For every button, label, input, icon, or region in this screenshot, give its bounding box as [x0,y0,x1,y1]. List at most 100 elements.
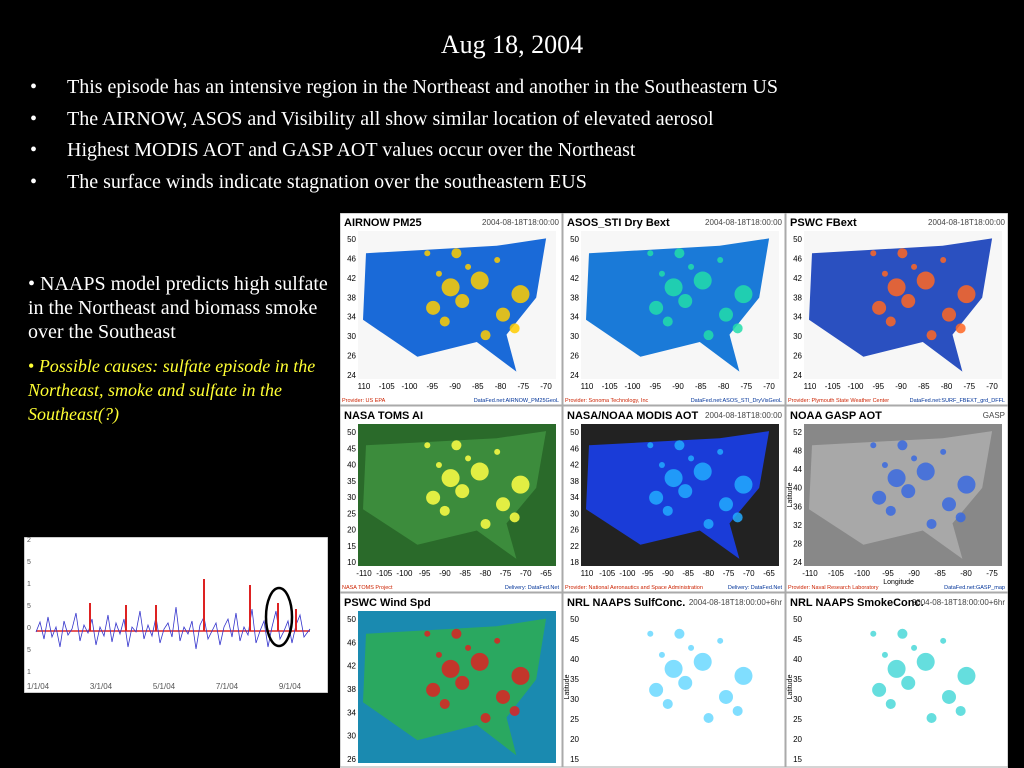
map-feature [455,675,470,690]
map-feature [441,278,460,297]
map-feature [658,651,665,658]
x-tick-label: -95 [426,382,438,391]
map-panel: NASA/NOAA MODIS AOT 2004-08-18T18:00:00 50… [562,405,786,593]
map-feature [885,316,896,327]
y-tick-label: 42 [570,461,579,470]
x-tick-label: -75 [723,569,735,578]
map-feature [649,682,664,697]
map-feature [901,294,916,309]
map-feature [719,497,734,512]
map-feature [674,248,685,259]
y-tick-label: 46 [793,254,802,263]
x-tick-label: -70 [743,569,755,578]
x-tick-label: -95 [642,569,654,578]
map-feature [664,469,683,488]
map-feature [678,294,693,309]
x-tick-label: -95 [649,382,661,391]
y-tick-label: 30 [793,332,802,341]
map-feature [465,263,472,270]
land-shape [809,618,993,756]
y-tick-label: 40 [793,655,802,664]
map-feature [426,300,441,315]
timestamp: 2004-08-18T18:00:00+6hr [689,598,783,607]
map-feature [957,285,976,304]
y-tick-label: 38 [570,293,579,302]
footer-note: DataFed.net:ASOS_STI_DryVisGeoL [691,398,782,404]
map-panel: NRL NAAPS SmokeConc.2004-08-18T18:00:00+… [785,592,1008,768]
title-box [565,408,685,422]
y-tick-label: 34 [347,708,356,717]
bullet-list: This episode has an intensive region in … [30,72,778,198]
spikes [89,579,297,631]
map-feature [441,659,460,678]
y-tick-label: 46 [570,444,579,453]
map-feature [870,630,877,637]
y-tick-label: 30 [347,493,356,502]
map-panel: PSWC FBext 2004-08-18T18:00:00 50 46 42 38 34 3… [785,213,1008,406]
map-feature [955,323,966,334]
footer-note: Provider: National Aeronautics and Space… [565,585,703,591]
map-feature [693,271,712,290]
map-feature [719,307,734,322]
x-tick-label: -100 [854,569,871,578]
map-feature [509,512,520,523]
x-tick-label: -105 [828,569,845,578]
y-tick-label: 35 [570,675,579,684]
x-tick-label: -105 [599,569,616,578]
title-box [788,408,908,422]
map-feature [872,300,887,315]
land-shape [809,238,993,372]
map-feature [455,294,470,309]
y-tick-label: 20 [570,735,579,744]
map-feature [674,628,685,639]
map-feature [732,705,743,716]
land-shape [586,431,770,559]
land-shape [363,431,547,559]
title-box [342,408,462,422]
map-feature [647,442,654,449]
x-tick-label: -80 [960,569,972,578]
map-feature [732,512,743,523]
title-box [342,595,462,609]
map-feature [649,300,664,315]
footer-note: DataFed.net:AIRNOW_PM25GeoL [474,398,559,404]
y-tick-label: 24 [793,371,802,380]
x-tick-label: -85 [459,569,471,578]
y-tick-label: 40 [347,461,356,470]
y-axis-label: Latitude [564,674,571,699]
map-feature [441,469,460,488]
x-tick-label: 1/1/04 [27,682,50,691]
footer-note: DataFed.net:SURF_FBEXT_grd_DFFL [910,398,1005,404]
map-feature [435,270,442,277]
y-tick-label: 48 [793,447,802,456]
side-bullet: NAAPS model predicts high sulfate in the… [28,272,328,344]
map-feature [887,659,906,678]
x-tick-label: -70 [540,382,552,391]
y-tick-label: 34 [570,493,579,502]
y-tick-label: 24 [793,558,802,567]
map-feature [870,442,877,449]
map-feature [451,248,462,259]
y-tick-label: 38 [347,685,356,694]
y-tick-label: 26 [347,755,356,764]
y-tick-label: 2 [27,537,31,544]
land-shape [363,618,547,756]
timestamp: GASP [983,411,1005,420]
map-feature [717,257,724,264]
map-feature [942,497,957,512]
x-tick-label: -110 [802,569,818,578]
map-panel: PSWC Wind Spd 50 46 42 38 34 30 26 [340,592,563,768]
x-tick-label: -105 [376,569,393,578]
footer-note: Provider: US EPA [342,398,386,404]
y-tick-label: 44 [793,465,802,474]
map-feature [957,666,976,685]
map-feature [509,705,520,716]
x-tick-label: -95 [419,569,431,578]
x-tick-label: -95 [882,569,894,578]
land-shape [586,618,770,756]
y-tick-label: 26 [570,526,579,535]
x-tick-label: -90 [439,569,451,578]
x-tick-label: -75 [500,569,512,578]
map-panel: ASOS_STI Dry Bext 2004-08-18T18:00:00 50 46… [562,213,786,406]
y-tick-label: 0 [27,625,31,632]
